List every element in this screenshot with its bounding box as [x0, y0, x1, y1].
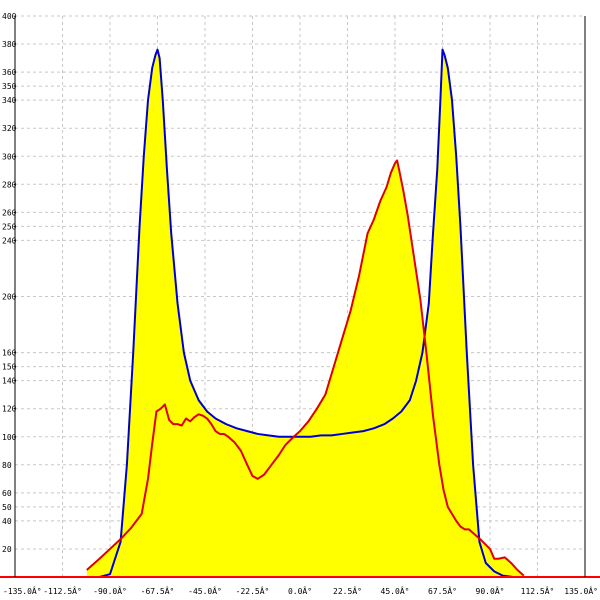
y-tick-label: 400: [2, 12, 17, 21]
y-tick-label: 20: [2, 545, 12, 554]
x-tick-label: -112.5Â°: [43, 585, 82, 596]
y-tick-label: 300: [2, 152, 17, 161]
y-tick-label: 260: [2, 208, 17, 217]
y-tick-label: 340: [2, 96, 17, 105]
x-tick-label: -90.0Â°: [93, 585, 127, 596]
y-tick-label: 350: [2, 82, 17, 91]
x-tick-label: 135.0Â°: [564, 585, 598, 596]
x-tick-label: 67.5Â°: [428, 585, 457, 596]
y-tick-label: 50: [2, 503, 12, 512]
y-tick-label: 120: [2, 405, 17, 414]
y-tick-labels: 20 40 50 60 80 100 120 140 150 160 200 240 250 260 280…: [2, 12, 17, 554]
x-tick-label: -45.0Â°: [188, 585, 222, 596]
series-lines: [86, 48, 525, 578]
axes: [0, 16, 600, 578]
y-tick-label: 320: [2, 124, 17, 133]
y-tick-label: 100: [2, 433, 17, 442]
y-tick-label: 240: [2, 236, 17, 245]
y-tick-label: 200: [2, 293, 17, 302]
y-tick-label: 360: [2, 68, 17, 77]
filled-area: [86, 49, 524, 578]
x-tick-label: 22.5Â°: [333, 585, 362, 596]
x-tick-label: -22.5Â°: [236, 585, 270, 596]
y-tick-label: 150: [2, 363, 17, 372]
y-tick-label: 80: [2, 461, 12, 470]
x-tick-label: 90.0Â°: [476, 585, 505, 596]
y-tick-label: 140: [2, 377, 17, 386]
x-tick-labels: -135.0Â° -112.5Â° -90.0Â° -67.5Â° -45.0Â° -22…: [3, 585, 598, 596]
y-tick-label: 250: [2, 222, 17, 231]
y-tick-label: 40: [2, 517, 12, 526]
y-tick-label: 160: [2, 349, 17, 358]
grid: [15, 15, 586, 577]
y-tick-label: 60: [2, 489, 12, 498]
series-line-2: [86, 159, 525, 577]
x-tick-label: 45.0Â°: [381, 585, 410, 596]
x-tick-label: -67.5Â°: [141, 585, 175, 596]
y-tick-label: 280: [2, 180, 17, 189]
series-line-1: [99, 48, 514, 578]
x-tick-label: 0.0Â°: [288, 585, 312, 596]
y-tick-label: 380: [2, 40, 17, 49]
x-tick-label: -135.0Â°: [3, 585, 42, 596]
x-tick-label: 112.5Â°: [521, 585, 555, 596]
